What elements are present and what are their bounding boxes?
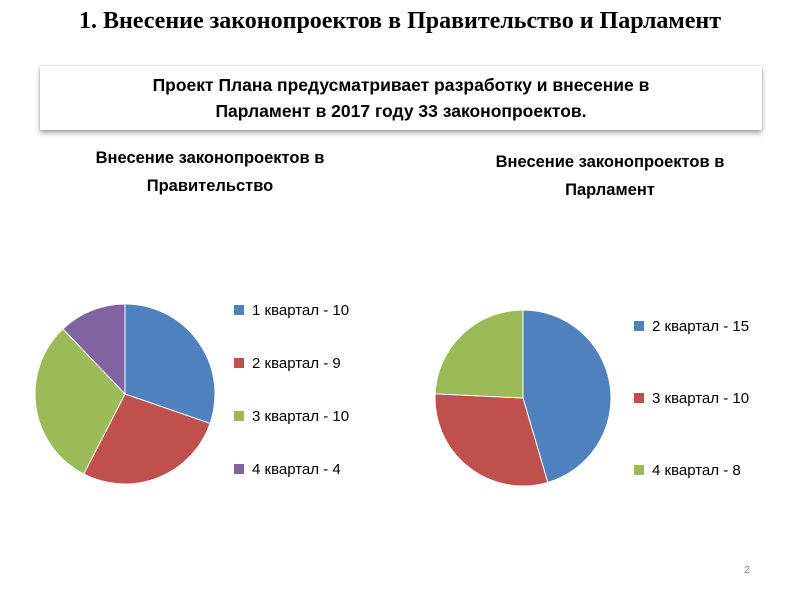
parliament-legend-item-2: 3 квартал - 10 — [634, 388, 749, 408]
government-legend-swatch-1 — [234, 305, 244, 315]
callout-line-2: Парламент в 2017 году 33 законопроектов. — [215, 101, 587, 121]
parliament-legend-item-3: 4 квартал - 8 — [634, 460, 741, 480]
parliament-pie-slice-2 — [434, 393, 549, 487]
parliament-pie-slice-3 — [434, 309, 524, 399]
parliament-chart-title-line-1: Внесение законопроектов в — [495, 153, 725, 171]
government-pie-slice-1 — [124, 303, 216, 425]
page-number: 2 — [744, 565, 750, 576]
parliament-legend-label-1: 2 квартал - 15 — [652, 317, 750, 335]
slide-title: 1. Внесение законопроектов в Правительст… — [78, 8, 722, 34]
government-pie-chart — [34, 303, 216, 485]
parliament-pie-slice-1 — [522, 309, 612, 484]
government-legend-label-2: 2 квартал - 9 — [252, 354, 341, 372]
government-legend-label-3: 3 квартал - 10 — [252, 407, 350, 425]
parliament-legend-item-1: 2 квартал - 15 — [634, 316, 749, 336]
government-legend-label-1: 1 квартал - 10 — [252, 301, 350, 319]
parliament-legend-label-2: 3 квартал - 10 — [652, 389, 750, 407]
parliament-legend-swatch-1 — [634, 321, 644, 331]
government-pie-slice-4 — [62, 303, 126, 396]
government-legend-item-2: 2 квартал - 9 — [234, 353, 341, 373]
government-legend-item-4: 4 квартал - 4 — [234, 459, 341, 479]
government-legend-swatch-3 — [234, 411, 244, 421]
government-legend-label-4: 4 квартал - 4 — [252, 460, 341, 478]
government-legend-swatch-4 — [234, 464, 244, 474]
government-legend-item-1: 1 квартал - 10 — [234, 300, 349, 320]
parliament-chart-title-line-2: Парламент — [565, 181, 655, 199]
government-chart-title-line-1: Внесение законопроектов в — [95, 149, 325, 167]
government-pie-slice-3 — [34, 328, 126, 475]
government-chart-title: Внесение законопроектов в Правительство — [30, 144, 390, 200]
parliament-chart-title: Внесение законопроектов в Парламент — [430, 148, 790, 204]
summary-callout: Проект Плана предусматривает разработку … — [40, 66, 762, 130]
parliament-legend-label-3: 4 квартал - 8 — [652, 461, 741, 479]
government-chart-title-line-2: Правительство — [146, 177, 274, 195]
parliament-legend-swatch-3 — [634, 465, 644, 475]
parliament-legend-swatch-2 — [634, 393, 644, 403]
government-legend-swatch-2 — [234, 358, 244, 368]
parliament-pie-chart — [434, 309, 612, 487]
government-legend-item-3: 3 квартал - 10 — [234, 406, 349, 426]
callout-line-1: Проект Плана предусматривает разработку … — [152, 75, 650, 95]
government-pie-slice-2 — [83, 393, 211, 485]
